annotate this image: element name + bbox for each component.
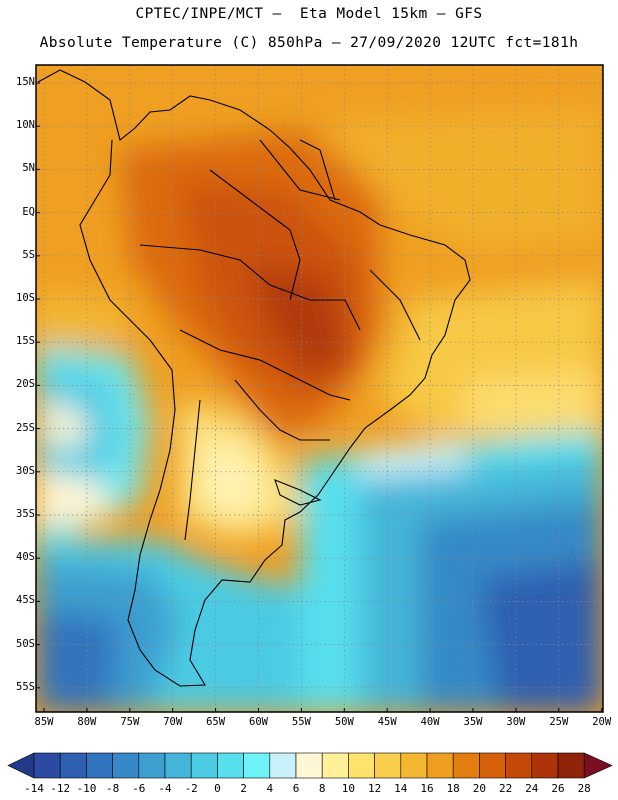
latitude-label: 25S xyxy=(16,421,35,434)
colorbar-label: 16 xyxy=(420,782,434,795)
latitude-label: 5S xyxy=(22,248,35,261)
colorbar-label: 14 xyxy=(394,782,408,795)
colorbar-label: 6 xyxy=(292,782,300,795)
colorbar-under-triangle xyxy=(7,752,35,779)
colorbar-label: 20 xyxy=(472,782,487,795)
colorbar-label: -2 xyxy=(184,782,198,795)
latitude-label: 55S xyxy=(16,680,35,693)
latitude-label: 40S xyxy=(16,551,35,564)
colorbar-segment xyxy=(190,752,218,779)
colorbar-label: -8 xyxy=(105,782,120,795)
colorbar-segment xyxy=(269,752,297,779)
latitude-label: 50S xyxy=(16,637,35,650)
longitude-label: 35W xyxy=(463,716,483,728)
colorbar-segment xyxy=(295,752,323,779)
colorbar-label: 28 xyxy=(577,782,591,795)
colorbar-label: 18 xyxy=(446,782,460,795)
colorbar-label: 22 xyxy=(498,782,513,795)
colorbar-segment xyxy=(426,752,454,779)
longitude-label: 60W xyxy=(249,716,268,728)
colorbar xyxy=(7,752,613,779)
longitude-label: 25W xyxy=(549,716,569,728)
colorbar-segment xyxy=(374,752,402,779)
colorbar-label: 10 xyxy=(341,782,356,795)
colorbar-segment xyxy=(505,752,533,779)
colorbar-segment xyxy=(112,752,140,779)
colorbar-label: 2 xyxy=(240,782,247,795)
colorbar-label: 26 xyxy=(551,782,565,795)
longitude-label: 45W xyxy=(377,716,397,728)
longitude-label: 85W xyxy=(34,716,54,728)
colorbar-segment xyxy=(33,752,61,779)
colorbar-label: -12 xyxy=(50,782,71,795)
colorbar-segment xyxy=(557,752,585,779)
latitude-label: 10S xyxy=(16,292,35,304)
latitude-label: 15S xyxy=(16,335,35,348)
colorbar-label: 4 xyxy=(266,782,274,795)
chart-title-line-1: CPTEC/INPE/MCT – Eta Model 15km – GFS xyxy=(135,6,483,22)
latitude-label: 45S xyxy=(16,594,35,607)
colorbar-over-triangle xyxy=(583,752,613,779)
latitude-label: 30S xyxy=(16,464,35,477)
colorbar-label: 0 xyxy=(214,782,221,795)
colorbar-segment xyxy=(400,752,428,779)
colorbar-segment xyxy=(59,752,87,779)
colorbar-label: -4 xyxy=(158,782,172,795)
colorbar-segment xyxy=(479,752,506,779)
chart-title-line-2: Absolute Temperature (C) 850hPa – 27/09/… xyxy=(39,35,579,51)
longitude-label: 55W xyxy=(291,716,311,728)
latitude-label: 20S xyxy=(16,378,35,391)
latitude-label: 15N xyxy=(16,76,35,88)
latitude-label: 35S xyxy=(16,508,35,520)
colorbar-segment xyxy=(86,752,113,779)
colorbar-segment xyxy=(164,752,192,779)
colorbar-label: -6 xyxy=(132,782,146,795)
latitude-label: 10N xyxy=(16,119,35,132)
colorbar-segment xyxy=(138,752,166,779)
longitude-label: 40W xyxy=(420,716,440,728)
colorbar-segment xyxy=(452,752,480,779)
latitude-label: EQ xyxy=(22,205,35,218)
colorbar-label: -10 xyxy=(76,782,97,795)
colorbar-segment xyxy=(531,752,559,779)
colorbar-segment xyxy=(321,752,349,779)
colorbar-segment xyxy=(243,752,271,779)
longitude-label: 65W xyxy=(206,716,226,728)
map-frame xyxy=(35,64,604,713)
longitude-label: 20W xyxy=(592,716,612,728)
longitude-label: 80W xyxy=(77,716,97,728)
colorbar-label: 24 xyxy=(525,782,539,795)
colorbar-segment xyxy=(217,752,244,779)
latitude-label: 5N xyxy=(22,162,35,175)
coastline xyxy=(37,69,471,687)
longitude-label: 70W xyxy=(163,716,183,728)
longitude-label: 30W xyxy=(506,716,526,728)
colorbar-segment xyxy=(348,752,375,779)
temperature-field xyxy=(36,65,603,712)
colorbar-label: 8 xyxy=(318,782,326,795)
longitude-label: 75W xyxy=(120,716,140,728)
colorbar-label: 12 xyxy=(367,782,382,795)
longitude-label: 50W xyxy=(334,716,354,728)
colorbar-label: -14 xyxy=(24,782,44,795)
